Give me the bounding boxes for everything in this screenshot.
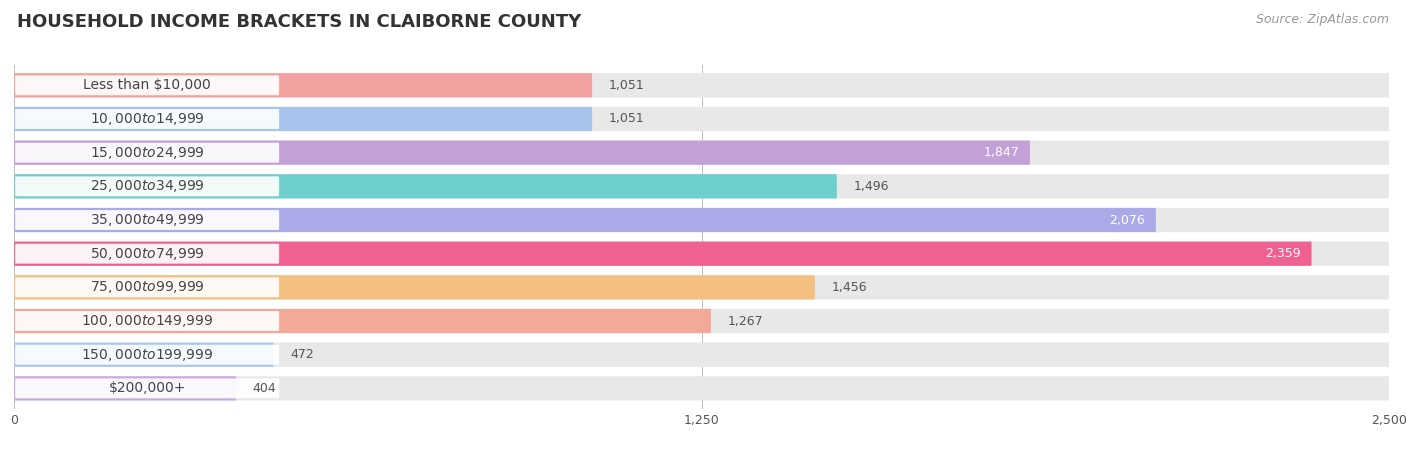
FancyBboxPatch shape xyxy=(15,311,280,331)
FancyBboxPatch shape xyxy=(14,107,592,131)
FancyBboxPatch shape xyxy=(14,309,711,333)
FancyBboxPatch shape xyxy=(15,277,280,297)
FancyBboxPatch shape xyxy=(14,107,1389,131)
Text: 2,076: 2,076 xyxy=(1109,214,1144,226)
Text: $75,000 to $99,999: $75,000 to $99,999 xyxy=(90,279,204,295)
Text: $10,000 to $14,999: $10,000 to $14,999 xyxy=(90,111,204,127)
FancyBboxPatch shape xyxy=(14,141,1389,165)
FancyBboxPatch shape xyxy=(14,208,1389,232)
FancyBboxPatch shape xyxy=(14,174,1389,198)
FancyBboxPatch shape xyxy=(14,73,592,97)
FancyBboxPatch shape xyxy=(14,376,1389,401)
Text: Less than $10,000: Less than $10,000 xyxy=(83,78,211,92)
FancyBboxPatch shape xyxy=(14,343,274,367)
Text: 472: 472 xyxy=(290,348,314,361)
Text: 1,267: 1,267 xyxy=(727,315,763,327)
FancyBboxPatch shape xyxy=(14,343,1389,367)
Text: $35,000 to $49,999: $35,000 to $49,999 xyxy=(90,212,204,228)
FancyBboxPatch shape xyxy=(14,242,1389,266)
FancyBboxPatch shape xyxy=(15,210,280,230)
FancyBboxPatch shape xyxy=(14,309,1389,333)
FancyBboxPatch shape xyxy=(15,244,280,264)
Text: $50,000 to $74,999: $50,000 to $74,999 xyxy=(90,246,204,262)
FancyBboxPatch shape xyxy=(14,208,1156,232)
FancyBboxPatch shape xyxy=(15,345,280,365)
FancyBboxPatch shape xyxy=(15,109,280,129)
Text: 1,051: 1,051 xyxy=(609,113,644,125)
Text: 2,359: 2,359 xyxy=(1265,247,1301,260)
FancyBboxPatch shape xyxy=(14,242,1312,266)
Text: 1,847: 1,847 xyxy=(983,146,1019,159)
Text: 1,456: 1,456 xyxy=(831,281,868,294)
Text: 404: 404 xyxy=(253,382,277,395)
FancyBboxPatch shape xyxy=(14,73,1389,97)
Text: $25,000 to $34,999: $25,000 to $34,999 xyxy=(90,178,204,194)
Text: $100,000 to $149,999: $100,000 to $149,999 xyxy=(82,313,214,329)
Text: $15,000 to $24,999: $15,000 to $24,999 xyxy=(90,145,204,161)
FancyBboxPatch shape xyxy=(15,379,280,398)
FancyBboxPatch shape xyxy=(15,176,280,196)
Text: Source: ZipAtlas.com: Source: ZipAtlas.com xyxy=(1256,13,1389,26)
Text: 1,496: 1,496 xyxy=(853,180,889,193)
FancyBboxPatch shape xyxy=(14,275,815,299)
FancyBboxPatch shape xyxy=(14,275,1389,299)
FancyBboxPatch shape xyxy=(14,376,236,401)
FancyBboxPatch shape xyxy=(15,143,280,163)
FancyBboxPatch shape xyxy=(14,141,1031,165)
FancyBboxPatch shape xyxy=(15,75,280,95)
FancyBboxPatch shape xyxy=(14,174,837,198)
Text: $200,000+: $200,000+ xyxy=(108,381,186,396)
Text: $150,000 to $199,999: $150,000 to $199,999 xyxy=(82,347,214,363)
Text: HOUSEHOLD INCOME BRACKETS IN CLAIBORNE COUNTY: HOUSEHOLD INCOME BRACKETS IN CLAIBORNE C… xyxy=(17,13,581,31)
Text: 1,051: 1,051 xyxy=(609,79,644,92)
